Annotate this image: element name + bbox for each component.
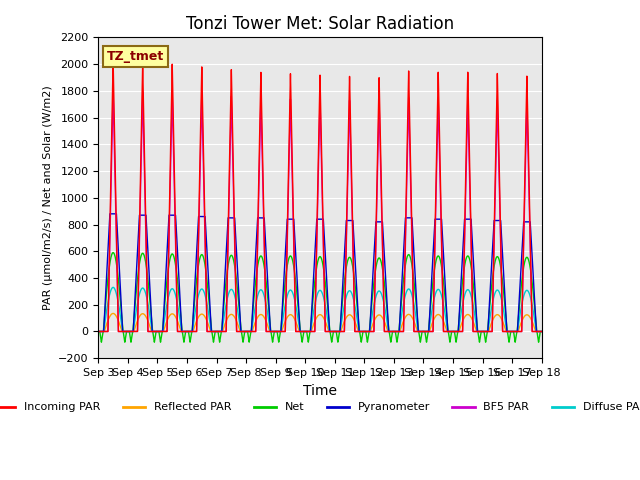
Y-axis label: PAR (μmol/m2/s) / Net and Solar (W/m2): PAR (μmol/m2/s) / Net and Solar (W/m2) bbox=[42, 85, 52, 310]
Legend: Incoming PAR, Reflected PAR, Net, Pyranometer, BF5 PAR, Diffuse PAR: Incoming PAR, Reflected PAR, Net, Pyrano… bbox=[0, 398, 640, 417]
X-axis label: Time: Time bbox=[303, 384, 337, 397]
Text: TZ_tmet: TZ_tmet bbox=[108, 50, 164, 63]
Title: Tonzi Tower Met: Solar Radiation: Tonzi Tower Met: Solar Radiation bbox=[186, 15, 454, 33]
